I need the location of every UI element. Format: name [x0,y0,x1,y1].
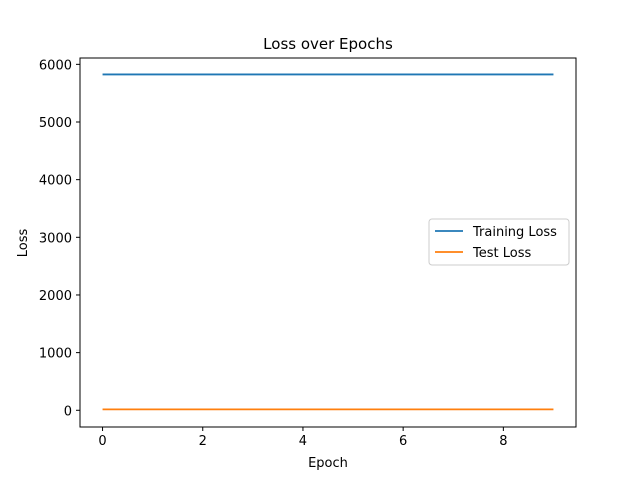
series-layer [102,73,554,411]
legend: Training Loss Test Loss [428,218,570,266]
y-tick-label: 2000 [39,289,72,304]
legend-box [428,218,570,266]
x-axis: 0 2 4 6 8 [98,427,507,449]
x-tick-label: 0 [98,434,106,449]
chart-title: Loss over Epochs [263,35,393,53]
y-axis: 0 1000 2000 3000 4000 5000 6000 [39,58,80,419]
plot-frame [79,57,577,428]
y-axis-label: Loss [16,229,31,258]
legend-label-1: Training Loss [472,225,557,240]
y-tick-label: 6000 [39,58,72,73]
y-tick-label: 0 [64,404,72,419]
x-tick-label: 8 [499,434,507,449]
x-axis-label: Epoch [308,456,348,471]
y-tick-label: 4000 [39,174,72,189]
legend-label-2: Test Loss [472,246,531,261]
y-tick-label: 1000 [39,347,72,362]
x-tick-label: 4 [299,434,307,449]
y-tick-label: 5000 [39,116,72,131]
x-tick-label: 6 [399,434,407,449]
x-tick-label: 2 [199,434,207,449]
y-tick-label: 3000 [39,231,72,246]
